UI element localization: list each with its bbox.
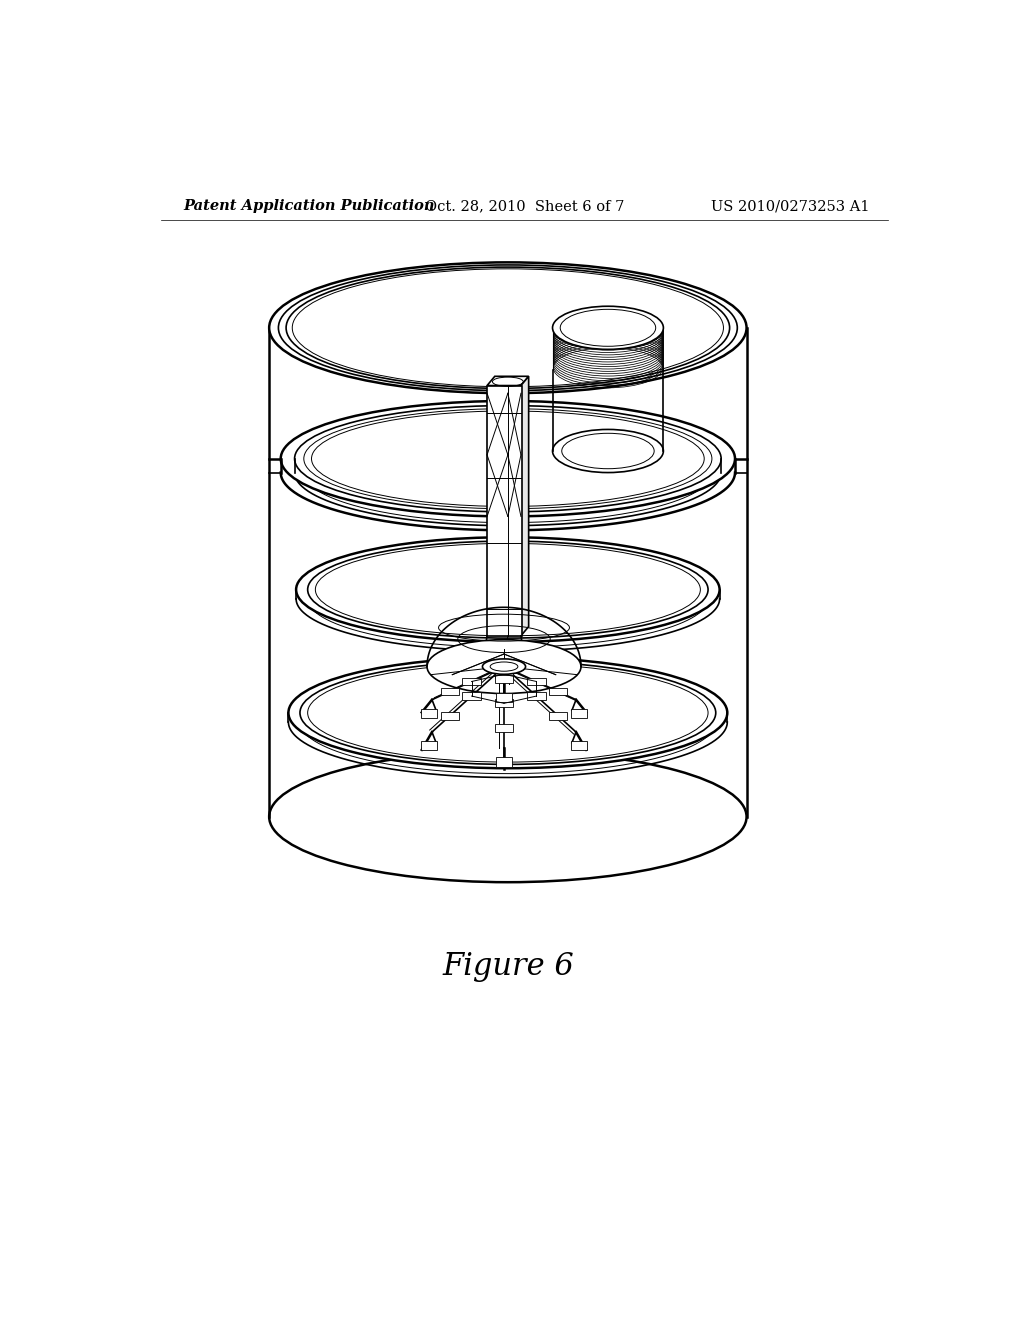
Polygon shape [463, 692, 481, 700]
Polygon shape [549, 711, 567, 719]
Polygon shape [495, 671, 513, 678]
Polygon shape [497, 693, 512, 702]
Text: Oct. 28, 2010  Sheet 6 of 7: Oct. 28, 2010 Sheet 6 of 7 [425, 199, 625, 213]
Polygon shape [549, 688, 567, 696]
Bar [487, 385, 521, 636]
Polygon shape [495, 700, 513, 708]
Polygon shape [421, 742, 436, 751]
Ellipse shape [553, 306, 664, 350]
Ellipse shape [482, 659, 525, 675]
Polygon shape [421, 709, 436, 718]
Polygon shape [497, 758, 512, 767]
Text: Figure 6: Figure 6 [442, 952, 573, 982]
Ellipse shape [427, 640, 581, 693]
Polygon shape [495, 723, 513, 731]
Polygon shape [440, 711, 459, 719]
Polygon shape [521, 376, 528, 636]
Polygon shape [571, 742, 587, 751]
Ellipse shape [296, 537, 720, 642]
Ellipse shape [281, 401, 735, 516]
Ellipse shape [553, 429, 664, 473]
Polygon shape [527, 677, 546, 685]
Polygon shape [463, 677, 481, 685]
Ellipse shape [289, 657, 727, 768]
Polygon shape [571, 709, 587, 718]
Ellipse shape [269, 263, 746, 393]
Polygon shape [527, 692, 546, 700]
Text: Patent Application Publication: Patent Application Publication [183, 199, 434, 213]
Text: US 2010/0273253 A1: US 2010/0273253 A1 [712, 199, 869, 213]
Polygon shape [487, 376, 528, 385]
Polygon shape [440, 688, 459, 696]
Polygon shape [495, 676, 513, 684]
